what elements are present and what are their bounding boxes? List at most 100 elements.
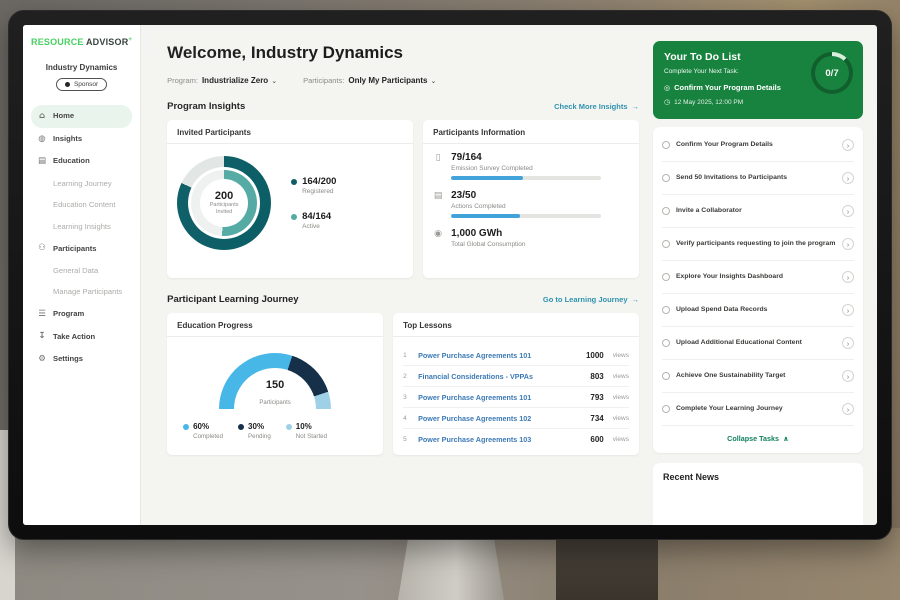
sidebar-item-education[interactable]: ▤ Education xyxy=(31,150,132,173)
logo-advisor: ADVISOR xyxy=(85,37,129,47)
lesson-link[interactable]: Financial Considerations - VPPAs xyxy=(418,371,533,381)
sidebar-item-manage-participants[interactable]: Manage Participants xyxy=(31,281,132,303)
task-checkbox[interactable] xyxy=(662,207,670,215)
task-label: Upload Spend Data Records xyxy=(676,306,768,314)
task-row[interactable]: Upload Spend Data Records › xyxy=(662,294,854,327)
info-value: 79/164 xyxy=(451,152,482,163)
lesson-views-suffix: views xyxy=(612,414,629,422)
chevron-down-icon: ⌄ xyxy=(430,76,437,85)
lesson-link[interactable]: Power Purchase Agreements 102 xyxy=(418,413,532,423)
task-label: Achieve One Sustainability Target xyxy=(676,372,786,380)
lesson-link[interactable]: Power Purchase Agreements 103 xyxy=(418,434,532,444)
filters-row: Program: Industrialize Zero ⌄ Participan… xyxy=(167,76,639,85)
legend-item-registered: 164/200 Registered xyxy=(291,176,336,195)
info-value: 23/50 xyxy=(451,190,477,201)
task-row[interactable]: Complete Your Learning Journey › xyxy=(662,393,854,426)
chevron-right-icon[interactable]: › xyxy=(842,304,854,316)
sidebar-item-participants[interactable]: ⚇ Participants xyxy=(31,237,132,260)
task-checkbox[interactable] xyxy=(662,405,670,413)
sidebar-item-settings[interactable]: ⚙ Settings xyxy=(31,348,132,371)
survey-icon: ▯ xyxy=(435,153,441,163)
legend-value: 60% xyxy=(193,422,210,431)
chevron-right-icon[interactable]: › xyxy=(842,139,854,151)
todo-next-task[interactable]: ◎ Confirm Your Program Details xyxy=(664,83,852,92)
sidebar: RESOURCE ADVISOR+ Industry Dynamics Spon… xyxy=(23,25,142,525)
legend-label: Completed xyxy=(193,433,224,440)
legend-value: 164/200 xyxy=(302,176,337,187)
task-checkbox[interactable] xyxy=(662,240,670,248)
task-checkbox[interactable] xyxy=(662,339,670,347)
invited-donut-chart: 200 Participants Invited xyxy=(177,156,272,250)
chevron-right-icon[interactable]: › xyxy=(842,370,854,382)
info-label: Emission Survey Completed xyxy=(451,165,533,172)
sidebar-item-learning-journey[interactable]: Learning Journey xyxy=(31,173,132,195)
task-checkbox[interactable] xyxy=(662,372,670,380)
task-checkbox[interactable] xyxy=(662,273,670,281)
task-checkbox[interactable] xyxy=(662,306,670,314)
participants-information-card: Participants Information ▯ 79/164 Emissi… xyxy=(423,120,639,278)
task-row[interactable]: Achieve One Sustainability Target › xyxy=(662,360,854,393)
check-more-insights-link[interactable]: Check More Insights → xyxy=(554,102,639,111)
sidebar-item-home[interactable]: ⌂ Home xyxy=(31,105,133,128)
legend-item-active: 84/164 Active xyxy=(291,211,336,230)
lesson-rank: 4 xyxy=(403,414,407,422)
lesson-row: 5 Power Purchase Agreements 103 600 view… xyxy=(403,429,629,449)
todo-due: ◷ 12 May 2025, 12:00 PM xyxy=(664,98,852,106)
chevron-right-icon[interactable]: › xyxy=(842,403,854,415)
sidebar-item-program[interactable]: ☰ Program xyxy=(31,303,132,326)
legend-item-pending: 30% Pending xyxy=(238,422,271,440)
task-checkbox[interactable] xyxy=(662,174,670,182)
collapse-tasks-link[interactable]: Collapse Tasks ∧ xyxy=(662,426,854,451)
task-row[interactable]: Upload Additional Educational Content › xyxy=(662,327,854,360)
top-lessons-card: Top Lessons 1 Power Purchase Agreements … xyxy=(393,313,639,455)
monitor-stand xyxy=(398,535,504,600)
sidebar-item-take-action[interactable]: ↧ Take Action xyxy=(31,325,132,348)
sidebar-item-general-data[interactable]: General Data xyxy=(31,260,132,282)
card-title: Top Lessons xyxy=(393,313,639,337)
task-label: Invite a Collaborator xyxy=(676,207,742,215)
go-to-learning-journey-link[interactable]: Go to Learning Journey → xyxy=(543,295,639,304)
chevron-right-icon[interactable]: › xyxy=(842,238,854,250)
program-filter-label: Program: xyxy=(167,76,198,85)
lesson-row: 4 Power Purchase Agreements 102 734 view… xyxy=(403,408,629,429)
donut-center: 200 Participants Invited xyxy=(200,179,249,227)
info-row-actions: ▤ 23/50 Actions Completed xyxy=(433,190,629,218)
sponsor-badge[interactable]: Sponsor xyxy=(55,78,108,91)
chevron-right-icon[interactable]: › xyxy=(842,205,854,217)
task-row[interactable]: Explore Your Insights Dashboard › xyxy=(662,261,854,294)
donut-center-label: Participants Invited xyxy=(209,202,239,215)
education-progress-card: Education Progress 150 Participants xyxy=(167,313,384,455)
chevron-right-icon[interactable]: › xyxy=(842,337,854,349)
sidebar-item-education-content[interactable]: Education Content xyxy=(31,194,132,216)
task-row[interactable]: Invite a Collaborator › xyxy=(662,195,854,228)
task-row[interactable]: Send 50 Invitations to Participants › xyxy=(662,162,854,195)
legend-item-completed: 60% Completed xyxy=(183,422,223,440)
legend-dot xyxy=(291,179,298,185)
task-checkbox[interactable] xyxy=(662,141,670,149)
participants-filter-value: Only My Participants xyxy=(348,76,428,85)
sidebar-item-label: Learning Journey xyxy=(53,178,112,188)
sidebar-item-insights[interactable]: ◍ Insights xyxy=(31,128,132,151)
lesson-rank: 5 xyxy=(403,435,407,443)
task-row[interactable]: Verify participants requesting to join t… xyxy=(662,228,854,261)
survey-progress-bar xyxy=(451,176,602,180)
logo-plus: + xyxy=(128,37,133,43)
app-logo: RESOURCE ADVISOR+ xyxy=(31,37,132,47)
lesson-rank: 1 xyxy=(403,351,407,359)
chevron-right-icon[interactable]: › xyxy=(842,172,854,184)
lesson-views-suffix: views xyxy=(612,351,629,359)
sidebar-item-label: General Data xyxy=(53,265,99,275)
sidebar-item-label: Take Action xyxy=(53,331,96,341)
lesson-link[interactable]: Power Purchase Agreements 101 xyxy=(418,350,532,360)
lesson-link[interactable]: Power Purchase Agreements 101 xyxy=(418,392,532,402)
legend-dot xyxy=(291,214,298,220)
task-label: Verify participants requesting to join t… xyxy=(676,240,836,248)
sidebar-item-learning-insights[interactable]: Learning Insights xyxy=(31,216,132,238)
task-status-icon: ◎ xyxy=(664,83,671,92)
task-row[interactable]: Confirm Your Program Details › xyxy=(662,129,854,162)
program-filter[interactable]: Program: Industrialize Zero ⌄ xyxy=(167,76,277,85)
todo-progress-ring xyxy=(811,52,853,94)
participants-filter[interactable]: Participants: Only My Participants ⌄ xyxy=(303,76,436,85)
link-label: Check More Insights xyxy=(554,102,628,111)
chevron-right-icon[interactable]: › xyxy=(842,271,854,283)
